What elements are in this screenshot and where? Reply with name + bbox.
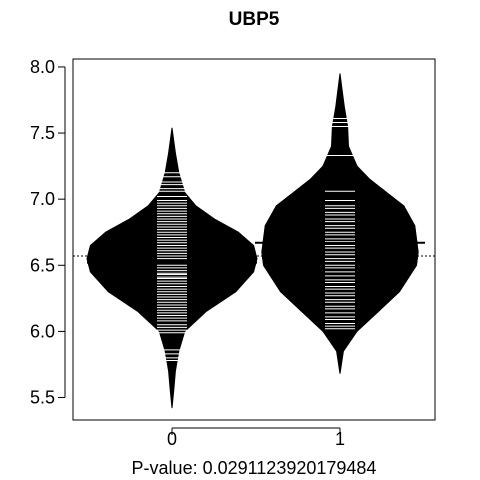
y-tick-label: 7.5 [30,123,55,143]
chart-title: UBP5 [229,9,280,30]
bean-group-0 [86,127,258,409]
bean-density-1 [261,73,419,374]
y-tick-label: 7.0 [30,189,55,209]
plot-frame [72,58,436,421]
x-tick-label: 1 [335,429,345,449]
y-tick-label: 6.0 [30,321,55,341]
y-tick-label: 8.0 [30,57,55,77]
y-tick-label: 5.5 [30,388,55,408]
x-axis-label: P-value: 0.0291123920179484 [132,458,377,478]
bean-layer [73,73,435,409]
y-axis: 5.5 6.0 6.5 7.0 7.5 8.0 [30,57,66,408]
bean-group-1 [255,73,425,374]
x-tick-label: 0 [167,429,177,449]
y-tick-label: 6.5 [30,255,55,275]
